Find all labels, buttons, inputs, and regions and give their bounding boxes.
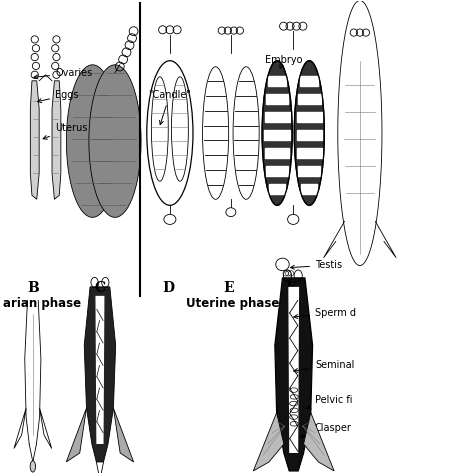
Polygon shape (66, 65, 118, 218)
Polygon shape (297, 148, 322, 158)
Text: Sperm d: Sperm d (294, 308, 356, 319)
Polygon shape (297, 112, 322, 122)
Polygon shape (89, 65, 141, 218)
Text: Pelvic fi: Pelvic fi (307, 395, 353, 409)
Text: Seminal: Seminal (294, 360, 355, 373)
Polygon shape (275, 278, 312, 471)
Polygon shape (288, 287, 299, 453)
Polygon shape (66, 408, 86, 462)
Polygon shape (30, 81, 39, 199)
Text: "Candle": "Candle" (148, 90, 191, 125)
Text: D: D (163, 281, 174, 294)
Text: C: C (94, 281, 106, 294)
Text: E: E (224, 281, 234, 294)
Polygon shape (52, 81, 61, 199)
Polygon shape (297, 130, 322, 140)
Polygon shape (264, 112, 290, 122)
Ellipse shape (294, 61, 324, 205)
Polygon shape (301, 75, 318, 86)
Ellipse shape (30, 461, 36, 472)
Polygon shape (268, 75, 286, 86)
Polygon shape (269, 184, 285, 194)
Polygon shape (39, 408, 52, 448)
Text: arian phase: arian phase (3, 297, 81, 310)
Polygon shape (266, 166, 288, 176)
Text: Clasper: Clasper (301, 423, 352, 438)
Text: Uterine phase: Uterine phase (186, 297, 279, 310)
Polygon shape (301, 184, 318, 194)
Text: F: F (285, 281, 295, 294)
Polygon shape (299, 166, 320, 176)
Polygon shape (338, 0, 382, 265)
Polygon shape (303, 412, 334, 471)
Polygon shape (113, 408, 134, 462)
Polygon shape (264, 130, 290, 140)
Text: Testis: Testis (291, 260, 342, 270)
Polygon shape (14, 408, 26, 448)
Polygon shape (84, 287, 116, 462)
Polygon shape (266, 94, 289, 104)
Text: B: B (27, 281, 39, 294)
Polygon shape (265, 148, 290, 158)
Text: Embryo: Embryo (265, 55, 303, 68)
Text: Ovaries: Ovaries (34, 68, 92, 79)
Text: Uterus: Uterus (43, 123, 87, 139)
Polygon shape (95, 296, 104, 444)
Ellipse shape (233, 67, 259, 199)
Polygon shape (253, 412, 284, 471)
Ellipse shape (262, 61, 292, 205)
Polygon shape (298, 94, 320, 104)
Text: Eggs: Eggs (37, 90, 79, 102)
Ellipse shape (202, 67, 228, 199)
